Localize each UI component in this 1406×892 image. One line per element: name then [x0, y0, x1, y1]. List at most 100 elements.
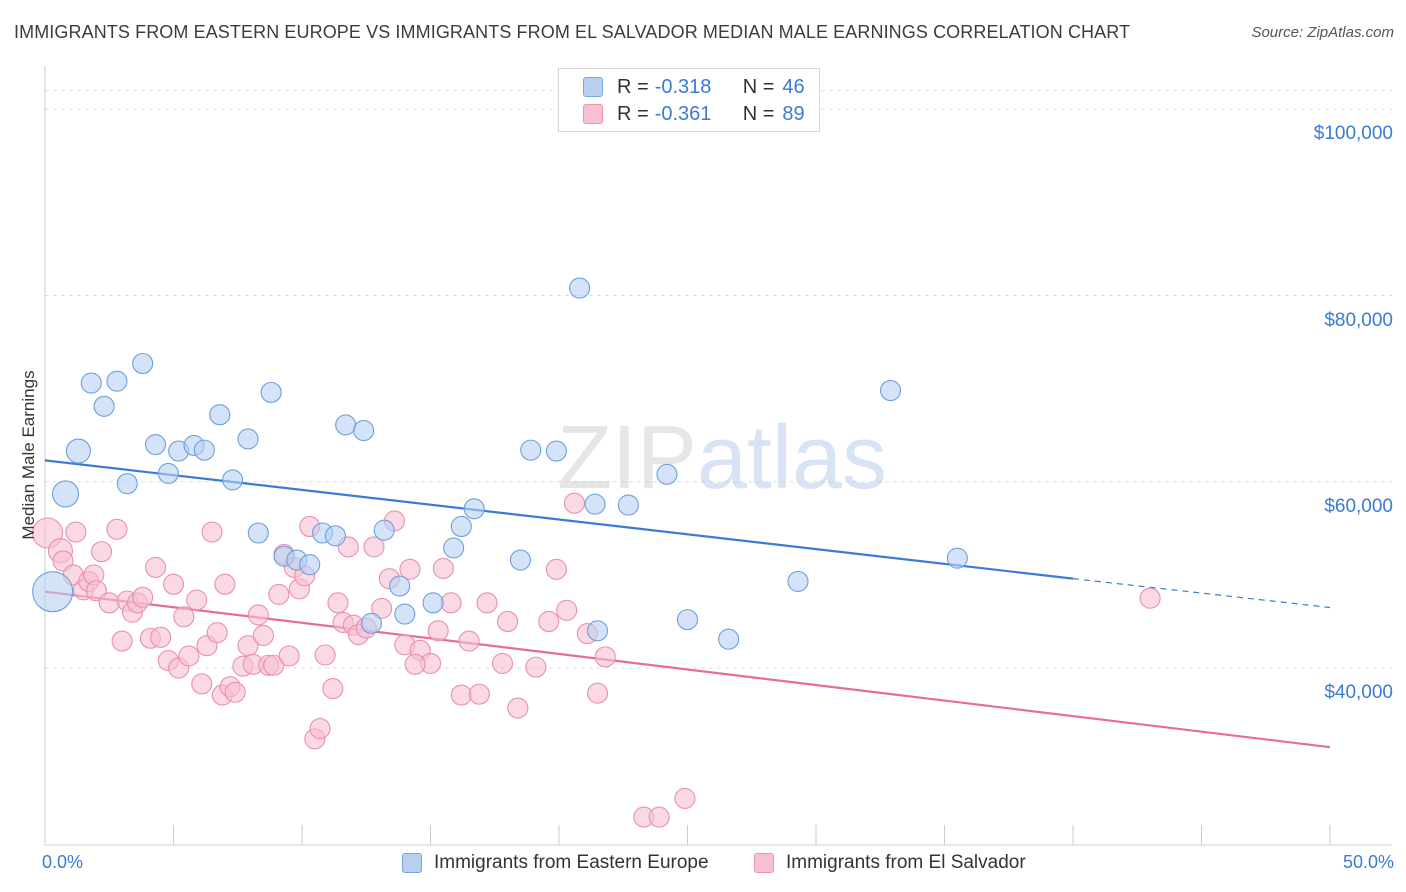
legend-swatch-blue: [583, 77, 603, 97]
point-el-salvador: [111, 630, 133, 652]
legend-label: Immigrants from Eastern Europe: [434, 852, 709, 873]
point-el-salvador: [85, 580, 107, 602]
r-label: R =: [617, 75, 649, 98]
point-el-salvador: [206, 622, 228, 644]
point-el-salvador: [468, 683, 490, 705]
n-label: N =: [742, 75, 775, 98]
point-eastern-europe: [394, 603, 416, 625]
trend-line-eastern-europe-extension: [1072, 578, 1331, 609]
legend-item-el-salvador[interactable]: Immigrants from El Salvador: [754, 852, 1026, 874]
point-el-salvador: [132, 586, 154, 608]
point-el-salvador: [427, 620, 449, 642]
x-tick-label-max: 50.0%: [1342, 852, 1394, 872]
point-el-salvador: [65, 521, 87, 543]
point-el-salvador: [491, 652, 514, 674]
point-eastern-europe: [353, 420, 375, 442]
point-el-salvador: [173, 606, 195, 628]
point-eastern-europe: [106, 370, 128, 392]
point-el-salvador: [314, 644, 336, 666]
point-el-salvador: [150, 626, 172, 648]
point-eastern-europe: [157, 462, 179, 484]
point-eastern-europe: [545, 440, 567, 462]
point-el-salvador: [162, 573, 185, 595]
point-eastern-europe: [373, 519, 395, 541]
point-eastern-europe: [144, 433, 167, 456]
watermark-atlas: atlas: [697, 408, 887, 508]
point-el-salvador: [458, 630, 480, 652]
point-el-salvador: [450, 684, 472, 706]
point-el-salvador: [322, 677, 344, 700]
point-el-salvador: [432, 557, 454, 579]
y-axis-label: Median Male Earnings: [19, 370, 38, 540]
point-eastern-europe: [193, 439, 215, 461]
point-el-salvador: [98, 592, 120, 614]
legend-swatch-pink: [754, 853, 774, 873]
point-eastern-europe: [93, 395, 115, 417]
point-el-salvador: [538, 610, 560, 633]
point-eastern-europe: [569, 277, 591, 299]
r-value: -0.361: [654, 102, 712, 125]
legend-swatch-blue: [402, 853, 422, 873]
n-value: 89: [782, 102, 805, 125]
point-el-salvador: [1139, 587, 1161, 609]
point-eastern-europe: [360, 612, 382, 634]
point-el-salvador: [363, 536, 385, 558]
point-el-salvador: [476, 592, 498, 614]
scatter-points: [32, 277, 1161, 828]
point-eastern-europe: [80, 372, 102, 394]
point-eastern-europe: [509, 549, 532, 571]
point-el-salvador: [563, 492, 585, 514]
point-eastern-europe: [718, 628, 740, 650]
point-eastern-europe: [879, 379, 902, 402]
point-eastern-europe: [463, 498, 485, 520]
n-value: 46: [782, 75, 805, 98]
point-eastern-europe: [520, 439, 542, 461]
legend-row-el-salvador: R = -0.361 N = 89: [583, 101, 805, 127]
legend-item-eastern-europe[interactable]: Immigrants from Eastern Europe: [402, 852, 709, 874]
point-el-salvador: [309, 718, 331, 740]
point-eastern-europe: [222, 469, 244, 491]
point-eastern-europe: [656, 463, 678, 485]
point-eastern-europe: [787, 570, 809, 592]
point-el-salvador: [106, 518, 128, 540]
point-el-salvador: [525, 656, 547, 678]
legend-swatch-pink: [583, 104, 603, 124]
watermark-zip: ZIP: [557, 408, 697, 508]
point-el-salvador: [586, 682, 609, 704]
watermark: ZIPatlas: [557, 408, 887, 508]
n-label: N =: [742, 102, 775, 125]
point-eastern-europe: [116, 473, 138, 495]
point-eastern-europe: [617, 494, 639, 516]
x-tick-label-min: 0.0%: [42, 852, 84, 872]
point-eastern-europe: [335, 414, 357, 436]
point-el-salvador: [214, 573, 236, 595]
point-el-salvador: [144, 556, 167, 579]
point-el-salvador: [278, 645, 300, 667]
point-el-salvador: [191, 673, 213, 695]
point-el-salvador: [268, 583, 290, 606]
point-el-salvador: [327, 592, 349, 614]
legend-label: Immigrants from El Salvador: [786, 852, 1026, 873]
point-el-salvador: [247, 604, 269, 626]
point-el-salvador: [201, 521, 223, 543]
point-el-salvador: [404, 653, 426, 675]
point-el-salvador: [399, 558, 421, 580]
y-tick-label: $60,000: [1324, 495, 1393, 517]
point-eastern-europe: [32, 571, 74, 613]
point-el-salvador: [252, 624, 275, 647]
point-el-salvador: [507, 697, 529, 719]
point-eastern-europe: [389, 575, 411, 597]
point-el-salvador: [178, 645, 200, 667]
point-eastern-europe: [247, 522, 269, 544]
point-eastern-europe: [584, 493, 606, 515]
correlation-legend: R = -0.318 N = 46 R = -0.361 N = 89: [558, 68, 820, 132]
point-el-salvador: [263, 654, 285, 676]
y-tick-label: $100,000: [1313, 123, 1393, 145]
point-el-salvador: [497, 610, 519, 633]
point-eastern-europe: [65, 438, 91, 464]
r-value: -0.318: [654, 75, 712, 98]
point-el-salvador: [440, 592, 462, 614]
point-el-salvador: [90, 541, 113, 563]
point-el-salvador: [224, 681, 246, 703]
